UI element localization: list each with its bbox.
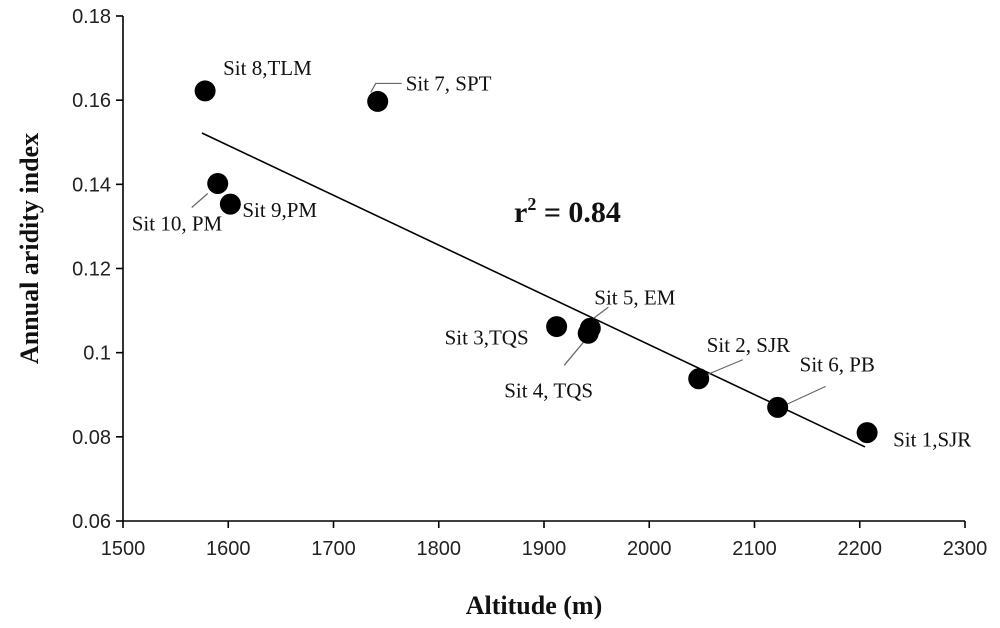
point-label: Sit 9,PM xyxy=(242,198,317,222)
data-point xyxy=(367,90,389,112)
point-label: Sit 7, SPT xyxy=(406,71,492,95)
point-labels: Sit 8,TLM Sit 7, SPT Sit 10, PM Sit 9,PM Sit… xyxy=(132,56,972,452)
r2-main: r xyxy=(514,196,527,229)
y-tick-label: 0.06 xyxy=(72,511,111,533)
y-tick-label: 0.14 xyxy=(72,174,111,196)
point-label: Sit 5, EM xyxy=(594,285,675,309)
label-leader-line xyxy=(370,82,402,93)
y-axis-title: Annual aridity index xyxy=(15,133,44,364)
label-leader-line xyxy=(191,193,209,208)
x-tick-label: 1800 xyxy=(417,538,462,560)
x-tick-label: 1700 xyxy=(311,538,356,560)
data-point xyxy=(767,396,789,418)
x-tick-label: 2200 xyxy=(838,538,883,560)
y-ticks: 0.06 0.08 0.1 0.12 0.14 0.16 0.18 xyxy=(72,6,123,533)
y-tick-label: 0.16 xyxy=(72,90,111,112)
data-point xyxy=(577,322,599,344)
point-label: Sit 10, PM xyxy=(132,211,223,235)
x-tick-label: 2000 xyxy=(627,538,672,560)
x-axis-title: Altitude (m) xyxy=(466,591,602,620)
trend-line xyxy=(201,132,866,448)
point-label: Sit 3,TQS xyxy=(445,326,529,350)
r2-superscript: 2 xyxy=(527,194,536,214)
x-tick-label: 2100 xyxy=(732,538,777,560)
y-tick-label: 0.18 xyxy=(72,6,111,28)
axes xyxy=(122,16,965,522)
r2-value: = 0.84 xyxy=(536,196,621,229)
x-tick-label: 1600 xyxy=(206,538,251,560)
y-tick-label: 0.12 xyxy=(72,259,111,281)
r-squared-annotation: r2 = 0.84 xyxy=(514,194,621,229)
label-leader-line xyxy=(706,359,743,376)
data-point xyxy=(219,193,241,215)
data-point xyxy=(194,80,216,102)
x-tick-label: 1900 xyxy=(522,538,567,560)
x-tick-label: 1500 xyxy=(101,538,146,560)
point-label: Sit 4, TQS xyxy=(504,378,593,402)
x-tick-label: 2300 xyxy=(943,538,988,560)
data-point xyxy=(688,368,710,390)
data-point xyxy=(546,316,568,338)
data-points xyxy=(194,80,878,444)
data-point xyxy=(207,172,229,194)
point-label: Sit 1,SJR xyxy=(893,428,971,452)
point-label: Sit 2, SJR xyxy=(707,333,790,357)
y-tick-label: 0.1 xyxy=(83,343,111,365)
y-tick-label: 0.08 xyxy=(72,427,111,449)
label-leader-line xyxy=(563,340,585,366)
data-point xyxy=(856,422,878,444)
x-ticks: 1500 1600 1700 1800 1900 2000 2100 2200 2300 xyxy=(101,521,988,560)
label-leader-line xyxy=(786,385,826,405)
point-label: Sit 6, PB xyxy=(800,352,875,376)
point-label: Sit 8,TLM xyxy=(223,56,312,80)
